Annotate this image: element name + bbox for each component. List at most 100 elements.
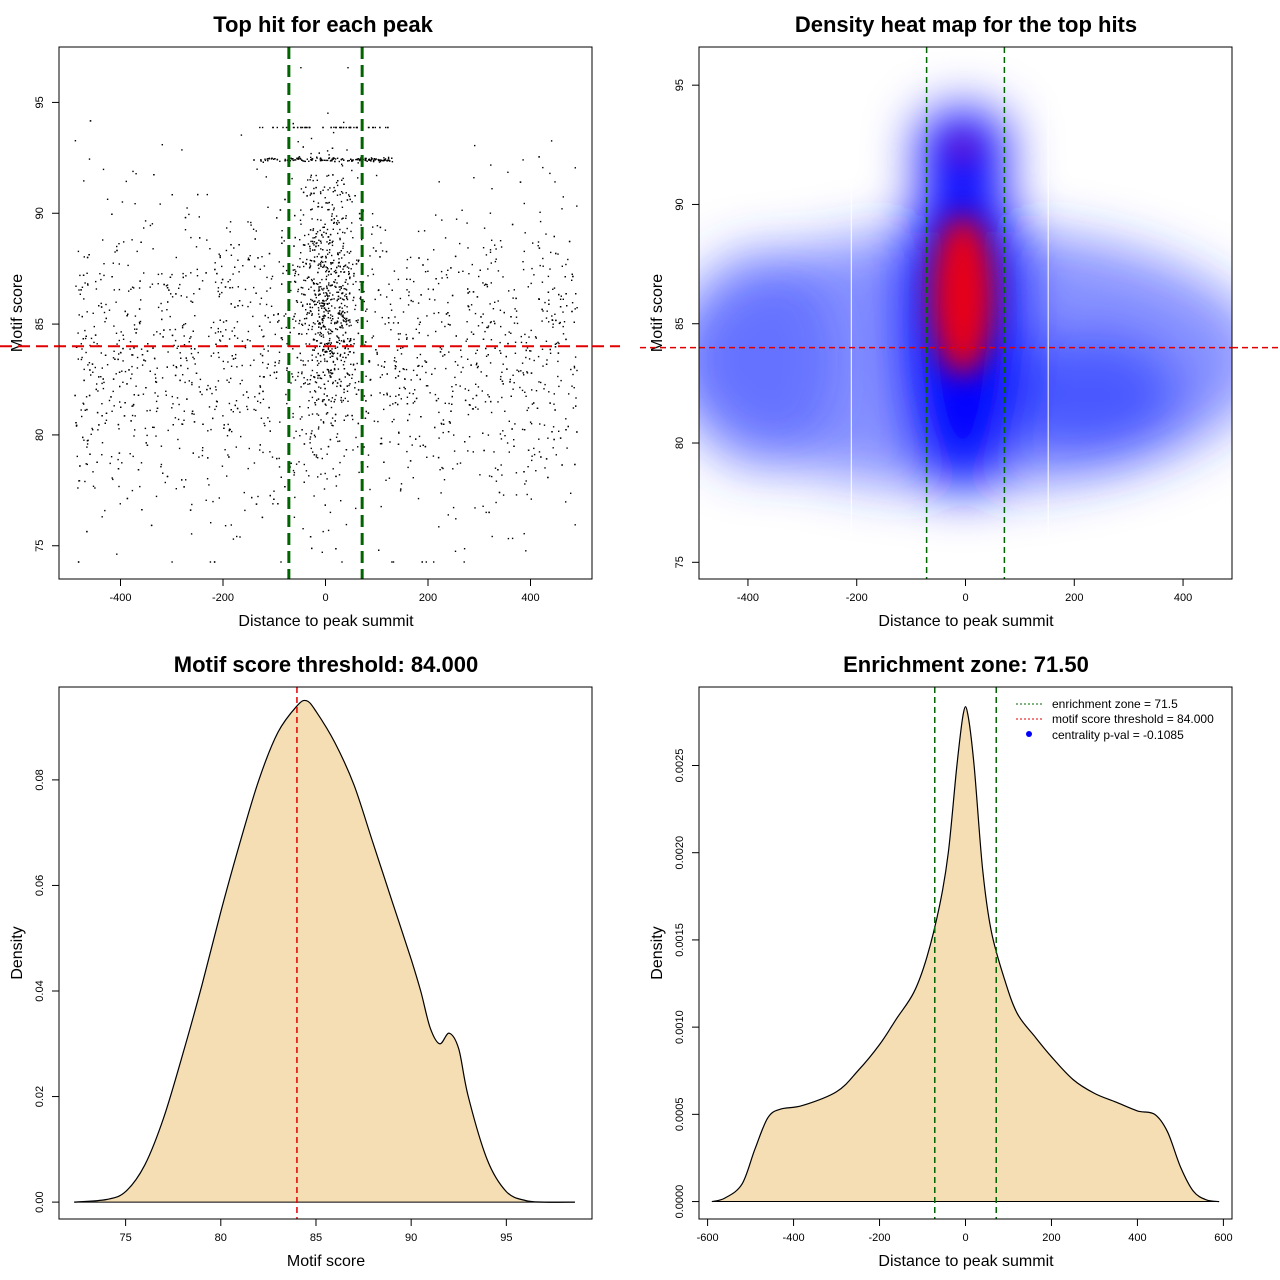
scatter-point xyxy=(531,459,533,462)
scatter-point xyxy=(518,370,520,373)
scatter-point xyxy=(319,293,321,295)
scatter-point xyxy=(276,158,278,161)
scatter-point xyxy=(333,218,335,220)
scatter-point xyxy=(301,333,303,335)
scatter-point xyxy=(279,160,281,162)
scatter-point xyxy=(139,320,142,323)
scatter-point xyxy=(324,360,326,362)
scatter-point xyxy=(305,309,307,311)
scatter-point xyxy=(318,323,320,325)
scatter-point xyxy=(329,438,332,441)
heatmap-red-core xyxy=(930,135,995,376)
scatter-point xyxy=(455,335,457,337)
scatter-point xyxy=(542,257,544,260)
scatter-point xyxy=(377,364,379,366)
scatter-point xyxy=(237,259,239,261)
scatter-point xyxy=(444,325,446,328)
scatter-point xyxy=(323,302,326,305)
scatter-point xyxy=(348,272,350,275)
scatter-point xyxy=(311,158,314,160)
scatter-point xyxy=(276,217,278,219)
scatter-point xyxy=(140,299,142,301)
scatter-point xyxy=(90,374,92,376)
scatter-point xyxy=(387,126,389,129)
scatter-point xyxy=(209,561,212,563)
scatter-point xyxy=(358,380,360,383)
heatmap-y-tick-label: 95 xyxy=(674,79,686,91)
scatter-point xyxy=(303,383,305,385)
scatter-point xyxy=(267,158,269,160)
scatter-point xyxy=(297,265,299,268)
scatter-point xyxy=(542,310,544,312)
scatter-point xyxy=(105,419,108,421)
scatter-point xyxy=(294,281,297,283)
scatter-point xyxy=(300,286,302,289)
scatter-point xyxy=(335,548,337,550)
scatter-point xyxy=(273,314,275,316)
scatter-point xyxy=(325,299,327,302)
scatter-point xyxy=(367,454,370,456)
scatter-point xyxy=(340,399,342,401)
scatter-point xyxy=(501,380,504,382)
scatter-point xyxy=(252,228,255,230)
scatter-point xyxy=(513,289,515,291)
scatter-point xyxy=(437,456,440,459)
scatter-point xyxy=(565,501,567,503)
scatter-point xyxy=(533,453,536,456)
score-density-x-tick-label: 85 xyxy=(310,1232,322,1244)
scatter-point xyxy=(331,147,334,149)
scatter-point xyxy=(217,290,219,293)
scatter-point xyxy=(192,356,194,358)
scatter-point xyxy=(525,550,527,552)
scatter-point xyxy=(319,158,321,160)
scatter-point xyxy=(339,310,341,312)
scatter-point xyxy=(318,263,320,265)
scatter-point xyxy=(113,350,115,352)
scatter-point xyxy=(317,290,320,292)
scatter-point xyxy=(217,331,219,333)
scatter-point xyxy=(444,402,446,404)
scatter-point xyxy=(318,322,321,324)
scatter-point xyxy=(531,389,533,391)
scatter-point xyxy=(128,369,130,371)
scatter-point xyxy=(530,329,532,332)
scatter-point xyxy=(485,355,488,357)
scatter-point xyxy=(86,311,88,313)
scatter-point xyxy=(392,561,395,563)
scatter-point xyxy=(325,266,327,268)
scatter-point xyxy=(303,443,306,445)
scatter-point xyxy=(565,429,567,431)
scatter-point xyxy=(510,316,512,318)
scatter-point xyxy=(412,393,414,395)
scatter-point xyxy=(371,233,373,235)
scatter-point xyxy=(328,310,331,312)
scatter-point xyxy=(350,363,352,365)
scatter-point xyxy=(435,399,438,402)
scatter-point xyxy=(86,440,89,442)
scatter-point xyxy=(159,203,161,205)
scatter-point xyxy=(160,302,162,305)
scatter-point xyxy=(321,288,323,290)
scatter-point xyxy=(98,424,100,426)
scatter-point xyxy=(227,454,229,456)
scatter-point xyxy=(307,179,309,181)
scatter-point xyxy=(292,469,295,472)
scatter-point xyxy=(247,257,250,259)
scatter-point xyxy=(505,355,507,358)
scatter-point xyxy=(133,347,135,349)
scatter-point xyxy=(295,270,297,273)
scatter-point xyxy=(349,198,351,201)
scatter-point xyxy=(325,159,327,162)
scatter-point xyxy=(228,428,231,430)
scatter-point xyxy=(342,284,344,287)
scatter-point xyxy=(284,160,286,162)
scatter-point xyxy=(320,192,322,195)
scatter-point xyxy=(162,472,164,474)
scatter-point xyxy=(342,245,344,247)
scatter-point xyxy=(231,355,233,357)
scatter-point xyxy=(318,426,320,428)
scatter-point xyxy=(334,269,337,272)
scatter-point xyxy=(134,429,136,431)
scatter-point xyxy=(528,358,531,360)
scatter-point xyxy=(448,421,451,423)
